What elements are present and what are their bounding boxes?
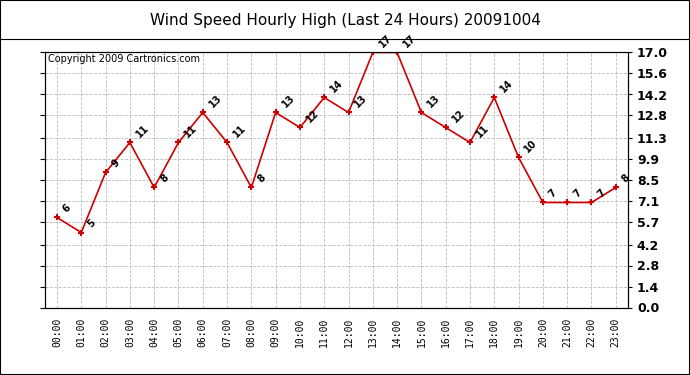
Text: 13: 13 bbox=[426, 93, 442, 110]
Text: Copyright 2009 Cartronics.com: Copyright 2009 Cartronics.com bbox=[48, 54, 200, 64]
Text: 17: 17 bbox=[402, 33, 418, 50]
Text: 17: 17 bbox=[377, 33, 393, 50]
Text: 13: 13 bbox=[353, 93, 369, 110]
Text: 8: 8 bbox=[620, 173, 632, 185]
Text: 10: 10 bbox=[523, 138, 540, 155]
Text: 11: 11 bbox=[231, 123, 248, 140]
Text: 7: 7 bbox=[595, 188, 607, 200]
Text: 11: 11 bbox=[474, 123, 491, 140]
Text: 8: 8 bbox=[255, 173, 268, 185]
Text: 8: 8 bbox=[158, 173, 170, 185]
Text: 7: 7 bbox=[571, 188, 583, 200]
Text: 14: 14 bbox=[328, 78, 345, 95]
Text: 11: 11 bbox=[183, 123, 199, 140]
Text: 12: 12 bbox=[304, 108, 321, 125]
Text: 14: 14 bbox=[498, 78, 515, 95]
Text: 13: 13 bbox=[280, 93, 297, 110]
Text: 11: 11 bbox=[134, 123, 150, 140]
Text: Wind Speed Hourly High (Last 24 Hours) 20091004: Wind Speed Hourly High (Last 24 Hours) 2… bbox=[150, 13, 540, 28]
Text: 7: 7 bbox=[547, 188, 559, 200]
Text: 13: 13 bbox=[207, 93, 224, 110]
Text: 5: 5 bbox=[86, 218, 97, 230]
Text: 9: 9 bbox=[110, 158, 121, 170]
Text: 12: 12 bbox=[450, 108, 466, 125]
Text: 6: 6 bbox=[61, 203, 73, 215]
